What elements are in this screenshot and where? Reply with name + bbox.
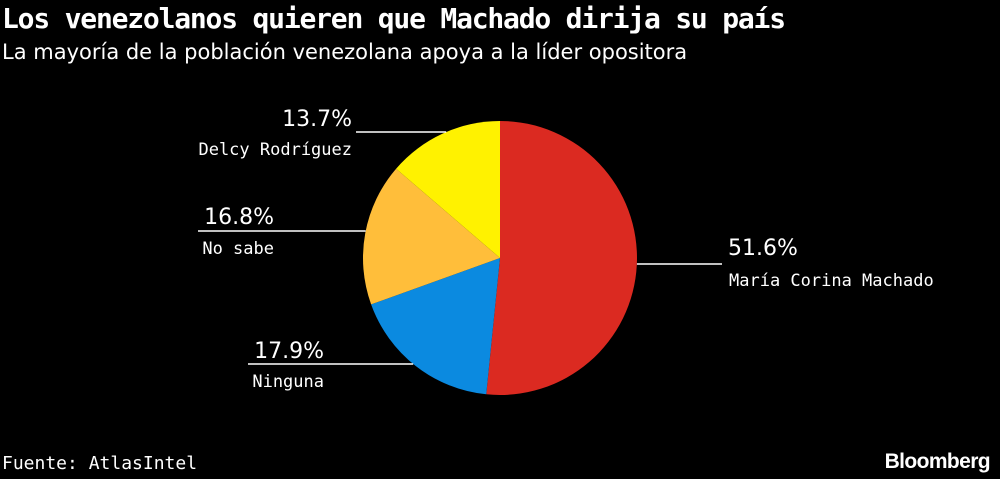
pie-slice-delcy <box>396 120 500 258</box>
bloomberg-logo: Bloomberg <box>884 450 991 473</box>
pie-slice-ninguna <box>371 258 500 395</box>
slice-value-delcy: 13.7% <box>282 107 352 132</box>
pie-slice-machado <box>486 121 637 395</box>
slice-name-ninguna: Ninguna <box>252 372 324 392</box>
source-note: Fuente: AtlasIntel <box>2 453 198 474</box>
chart-subtitle: La mayoría de la población venezolana ap… <box>2 40 688 64</box>
pie-slices <box>362 120 637 395</box>
slice-value-machado: 51.6% <box>728 236 798 261</box>
slice-labels: 51.6% María Corina Machado 17.9% Ninguna… <box>198 107 933 392</box>
leader-lines <box>198 131 722 365</box>
slice-value-ninguna: 17.9% <box>254 339 324 364</box>
pie-slice-no-sabe <box>362 168 500 305</box>
slice-value-no-sabe: 16.8% <box>204 205 274 230</box>
slice-name-machado: María Corina Machado <box>729 271 934 291</box>
slice-name-delcy: Delcy Rodríguez <box>198 140 352 160</box>
chart-title: Los venezolanos quieren que Machado diri… <box>2 2 786 35</box>
slice-name-no-sabe: No sabe <box>202 239 274 259</box>
